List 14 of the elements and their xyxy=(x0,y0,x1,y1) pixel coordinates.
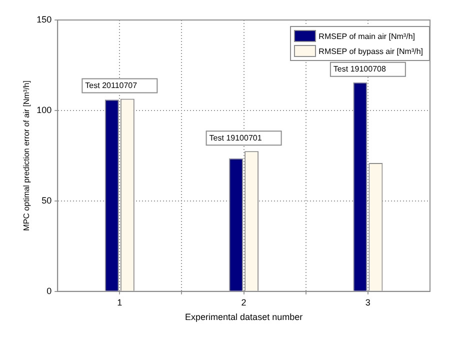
x-tick-label: 1 xyxy=(117,297,122,308)
legend-label: RMSEP of bypass air [Nm³/h] xyxy=(318,46,423,56)
x-tick-label: 2 xyxy=(241,297,246,308)
annotation: Test 19100701 xyxy=(209,133,262,142)
y-tick-label: 150 xyxy=(36,14,52,24)
annotation: Test 20110707 xyxy=(85,80,138,90)
annotation: Test 19100708 xyxy=(333,64,386,74)
y-axis-title: MPC optimal prediction error of air [Nm³/h] xyxy=(22,80,32,231)
x-axis-title: Experimental dataset number xyxy=(185,312,303,322)
x-tick-label: 3 xyxy=(365,297,370,308)
y-tick-label: 0 xyxy=(46,286,52,296)
y-tick-label: 100 xyxy=(36,104,52,115)
legend-label: RMSEP of main air [Nm³/h] xyxy=(318,32,415,40)
y-tick-label: 50 xyxy=(42,195,52,206)
